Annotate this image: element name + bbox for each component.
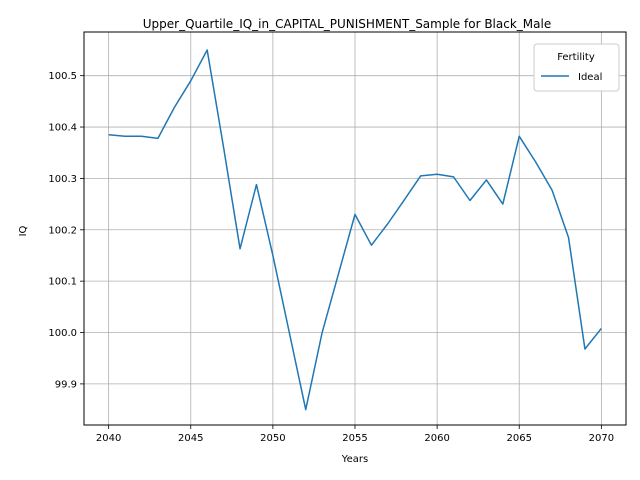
x-tick-label: 2050 <box>260 433 285 444</box>
y-tick-label: 100.3 <box>48 174 77 185</box>
legend-title: Fertility <box>557 52 595 63</box>
legend: Fertility Ideal <box>533 43 620 92</box>
y-tick-label: 99.9 <box>55 379 77 390</box>
legend-box <box>533 43 620 92</box>
x-tick-label: 2040 <box>96 433 121 444</box>
y-tick-label: 100.2 <box>48 225 77 236</box>
y-tick-label: 100.1 <box>48 277 77 288</box>
x-tick-label: 2060 <box>424 433 449 444</box>
y-tick-label: 100.0 <box>48 328 77 339</box>
x-tick-label: 2045 <box>178 433 203 444</box>
series-line-ideal <box>108 49 602 411</box>
y-axis-label: IQ <box>18 225 29 236</box>
series-layer <box>108 49 602 411</box>
chart-title: Upper_Quartile_IQ_in_CAPITAL_PUNISHMENT_… <box>143 17 551 31</box>
y-tick-label: 100.5 <box>48 71 77 82</box>
x-tick-label: 2070 <box>589 433 614 444</box>
x-axis-label: Years <box>341 454 368 465</box>
x-tick-label: 2055 <box>342 433 367 444</box>
y-axis: 99.9 100.0 100.1 100.2 100.3 100.4 100.5 <box>48 71 84 390</box>
legend-label-ideal: Ideal <box>578 72 602 83</box>
x-tick-label: 2065 <box>507 433 532 444</box>
x-axis: 2040 2045 2050 2055 2060 2065 2070 <box>96 425 614 444</box>
y-tick-label: 100.4 <box>48 123 77 134</box>
